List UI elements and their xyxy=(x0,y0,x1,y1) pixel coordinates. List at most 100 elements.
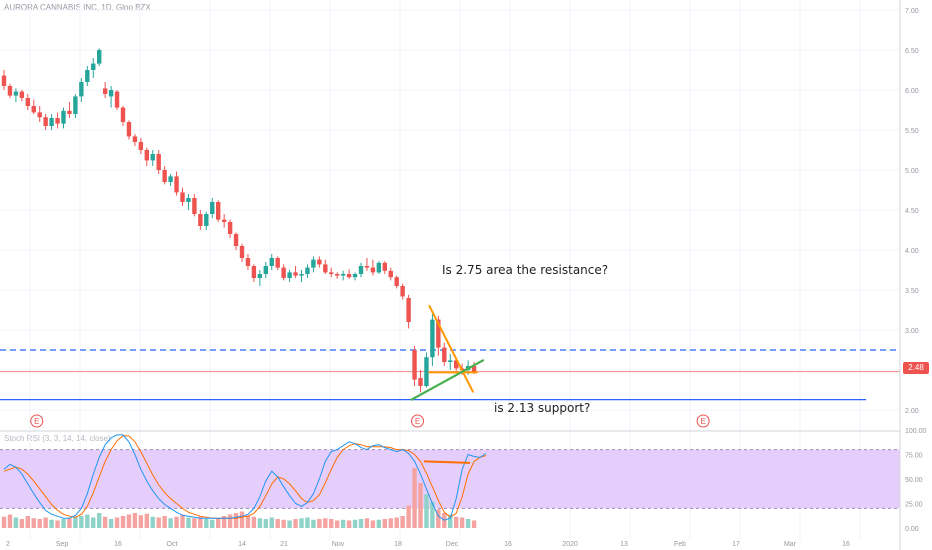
stoch-band xyxy=(0,449,900,509)
time-tick-label: 21 xyxy=(280,541,288,548)
resistance-annotation: Is 2.75 area the resistance? xyxy=(442,263,609,277)
volume-bar xyxy=(418,483,423,528)
candle-body xyxy=(198,214,203,226)
volume-bar xyxy=(19,519,25,528)
candle-body xyxy=(43,117,48,126)
volume-bar xyxy=(317,519,322,528)
volume-bar xyxy=(251,516,257,528)
candle-body xyxy=(85,70,90,82)
volume-bar xyxy=(31,518,36,528)
time-tick-label: Feb xyxy=(674,541,686,548)
volume-bar xyxy=(108,519,114,528)
candle-body xyxy=(186,198,191,202)
candle-body xyxy=(364,266,370,268)
time-tick-label: Nov xyxy=(332,541,345,548)
candle-body xyxy=(132,136,138,142)
candles xyxy=(1,48,477,393)
volume-bar xyxy=(263,519,268,528)
candle-body xyxy=(442,347,447,362)
candle-body xyxy=(293,272,298,276)
candle-body xyxy=(102,88,108,94)
stoch-tick-label: 100.00 xyxy=(905,428,927,435)
candle-body xyxy=(67,110,72,114)
candle-body xyxy=(370,267,376,273)
volume-bar xyxy=(168,518,173,528)
triangle-upper-line xyxy=(428,305,467,378)
volume-bar xyxy=(25,516,30,528)
volume-bar xyxy=(364,518,370,528)
candle-body xyxy=(287,272,292,278)
time-tick-label: Oct xyxy=(167,541,178,548)
volume-bar xyxy=(459,517,465,528)
volume-bar xyxy=(329,519,334,528)
volume-bar xyxy=(382,519,387,528)
candle-body xyxy=(436,319,441,348)
earnings-marker xyxy=(30,414,44,428)
volume-bar xyxy=(73,516,78,528)
candle-body xyxy=(13,91,19,96)
symbol-title: AURORA CANNABIS INC, 1D, Gloo BZX xyxy=(4,3,151,12)
triangle-extension-line xyxy=(464,375,474,393)
stoch-tick-label: 75.00 xyxy=(905,453,923,460)
candle-body xyxy=(245,258,251,266)
volume-bar xyxy=(85,514,90,528)
candle-body xyxy=(454,360,459,369)
volume-bar xyxy=(340,519,346,528)
volume-bar xyxy=(352,519,358,528)
time-tick-label: 14 xyxy=(238,541,246,548)
volume-bar xyxy=(299,518,304,528)
candle-body xyxy=(7,86,13,96)
candle-body xyxy=(120,107,126,122)
volume-bar xyxy=(97,513,102,528)
volume-bar xyxy=(61,519,66,528)
candle-body xyxy=(144,150,149,161)
earnings-marker-label: E xyxy=(415,417,420,426)
stoch-k-line xyxy=(3,434,487,521)
volume-bar xyxy=(204,519,209,528)
volume-bar xyxy=(430,501,435,528)
candle-body xyxy=(400,286,405,297)
volume-bar xyxy=(471,520,477,528)
price-tick-label: 6.00 xyxy=(905,88,919,95)
price-tick-label: 2.00 xyxy=(905,408,919,415)
volume-bar xyxy=(424,494,429,528)
candle-body xyxy=(233,234,239,246)
candle-body xyxy=(376,262,382,273)
time-tick-label: 17 xyxy=(732,541,740,548)
volume-bar xyxy=(174,516,179,528)
candle-body xyxy=(299,274,304,276)
stoch-drawn-line xyxy=(423,460,471,464)
candle-body xyxy=(323,264,328,273)
candle-body xyxy=(251,266,257,278)
candle-body xyxy=(424,357,429,386)
support-annotation: is 2.13 support? xyxy=(494,401,591,415)
volume-bar xyxy=(281,519,286,528)
volume-bar xyxy=(180,514,185,528)
time-tick-label: 16 xyxy=(842,541,850,548)
volume-bar xyxy=(227,514,233,528)
volume-bar xyxy=(79,516,84,528)
volume-bar xyxy=(233,513,239,528)
time-tick-label: 13 xyxy=(620,541,628,548)
candle-body xyxy=(269,258,274,266)
indicator-title: Stoch RSI (3, 3, 14, 14, close) xyxy=(4,434,111,443)
price-tick-label: 4.50 xyxy=(905,208,919,215)
candle-body xyxy=(61,110,66,124)
candle-body xyxy=(406,298,411,322)
volume-bar xyxy=(293,519,298,528)
stoch-tick-label: 0.00 xyxy=(905,526,919,533)
earnings-marker xyxy=(696,414,710,428)
volume-bar xyxy=(400,516,405,528)
time-tick-label: 16 xyxy=(504,541,512,548)
candle-body xyxy=(31,106,36,113)
candle-body xyxy=(227,222,233,234)
candle-body xyxy=(19,91,25,98)
volume-bar xyxy=(114,517,120,528)
candle-body xyxy=(418,378,423,386)
stoch-tick-label: 50.00 xyxy=(905,477,923,484)
time-tick-label: 2 xyxy=(6,541,10,548)
candle-body xyxy=(156,154,161,170)
candle-body xyxy=(55,118,60,124)
